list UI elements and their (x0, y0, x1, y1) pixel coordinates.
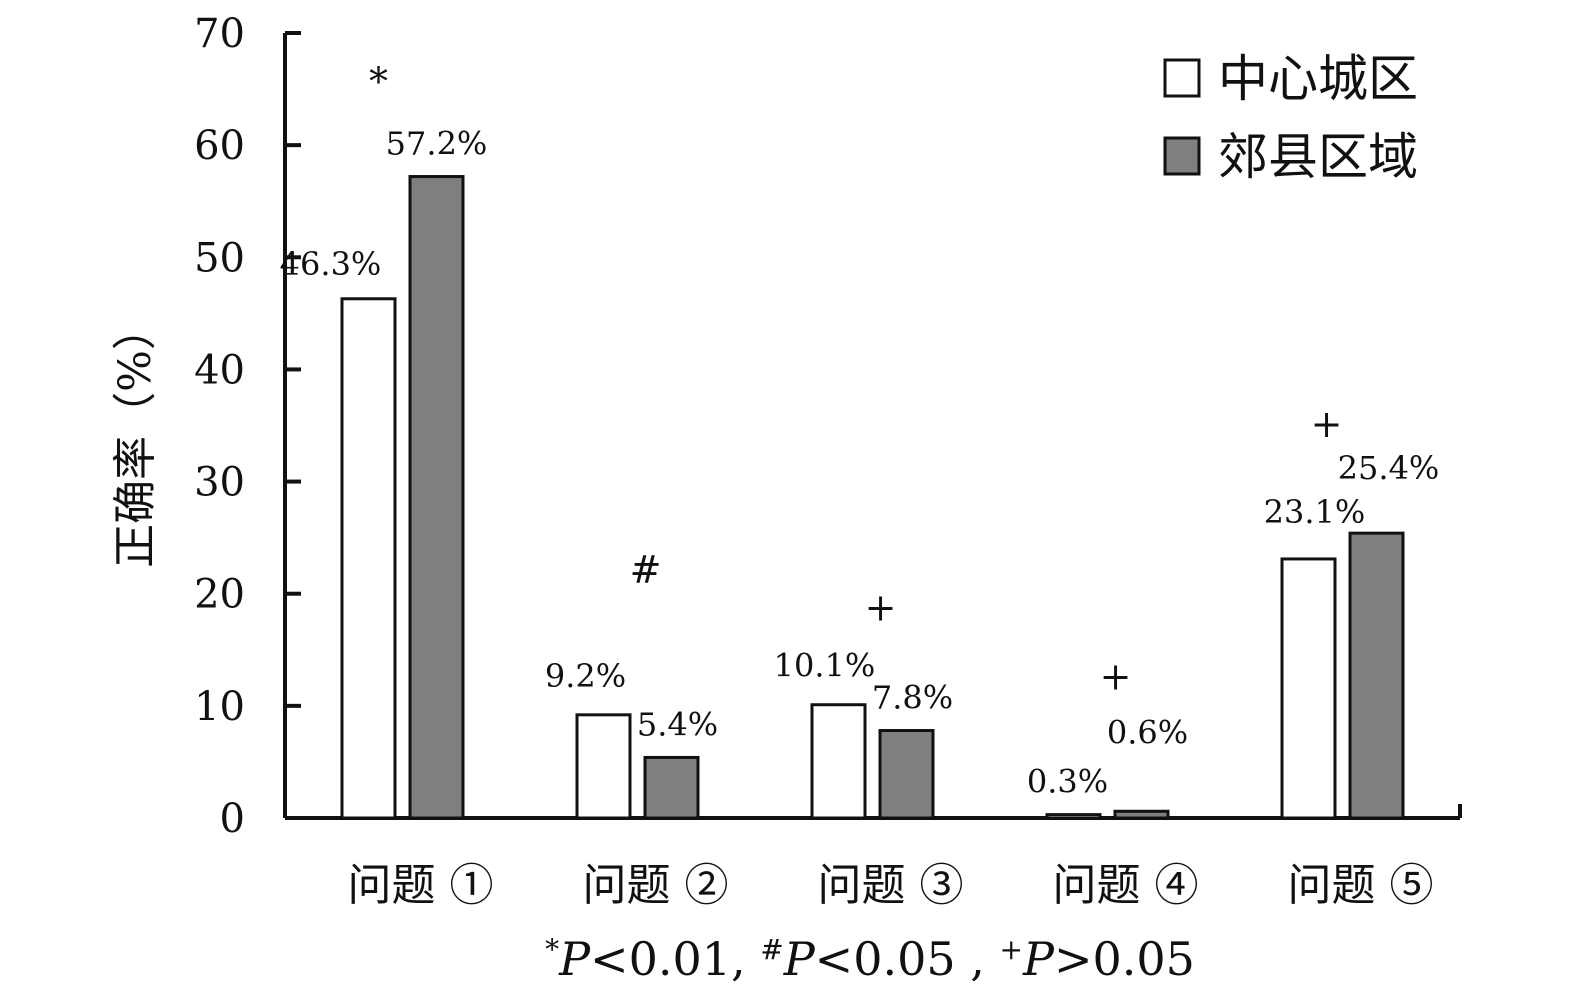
data-label: 23.1% (1264, 493, 1366, 531)
category-labels: 问题 ① 问题 ② 问题 ③ 问题 ④ 问题 ⑤ (348, 860, 1434, 911)
significance-marker: * (369, 60, 388, 104)
y-tick-label: 0 (220, 796, 245, 842)
y-tick-label: 70 (194, 11, 245, 57)
y-ticks: 0 10 20 30 40 50 60 70 (194, 11, 301, 842)
significance-marker: + (1100, 654, 1132, 698)
data-label: 10.1% (774, 647, 876, 685)
legend-label: 中心城区 (1218, 50, 1418, 108)
bar-urban (1280, 557, 1337, 820)
y-tick-label: 10 (194, 684, 245, 730)
footnote: *P<0.01, #P<0.05 , +P>0.05 (545, 932, 1195, 986)
y-axis-label: 正确率（%） (110, 306, 161, 568)
footnote-p-3: P (1022, 932, 1055, 986)
category-label: 问题 ③ (818, 860, 964, 911)
footnote-value-1: <0.01, (590, 932, 760, 986)
significance-marker: + (865, 586, 897, 630)
category-label: 问题 ② (583, 860, 729, 911)
legend-swatch (1163, 136, 1201, 176)
bar-suburban (643, 755, 700, 820)
significance-marker: # (630, 548, 662, 592)
category-label: 问题 ④ (1053, 860, 1199, 911)
significance-marker: + (1311, 402, 1343, 446)
footnote-value-2: <0.05 , (815, 932, 1000, 986)
legend-swatch (1163, 58, 1201, 98)
data-label: 46.3% (280, 245, 382, 283)
footnote-mark-2: # (760, 933, 783, 966)
y-tick-label: 20 (194, 572, 245, 618)
footnote-value-3: >0.05 (1054, 932, 1195, 986)
data-label: 9.2% (545, 657, 626, 695)
bar-urban (575, 713, 632, 820)
y-tick-label: 40 (194, 347, 245, 393)
bar-suburban (1113, 809, 1170, 820)
bar-urban (810, 703, 867, 820)
bar-suburban (1348, 531, 1405, 820)
data-label: 0.6% (1107, 713, 1188, 751)
category-label: 问题 ⑤ (1288, 860, 1434, 911)
bar-suburban (878, 729, 935, 820)
footnote-p-2: P (783, 932, 816, 986)
data-label: 0.3% (1027, 763, 1108, 801)
data-label: 7.8% (872, 679, 953, 717)
y-tick-label: 50 (194, 235, 245, 281)
footnote-p-1: P (558, 932, 591, 986)
bar-urban (340, 297, 397, 820)
y-tick-label: 30 (194, 460, 245, 506)
legend-label: 郊县区域 (1218, 128, 1418, 186)
data-label: 57.2% (386, 125, 488, 163)
bars: 46.3% 57.2% * 9.2% 5.4% #10.1%7.8% +0.3% 0.6% +2… (280, 60, 1440, 820)
bar-urban (1045, 813, 1102, 820)
footnote-mark-1: * (545, 933, 559, 966)
axes (283, 33, 1462, 820)
footnote-mark-3: + (1000, 933, 1023, 966)
y-tick-label: 60 (194, 123, 245, 169)
data-label: 5.4% (637, 705, 718, 743)
data-label: 25.4% (1338, 449, 1440, 487)
category-label: 问题 ① (348, 860, 494, 911)
bar-suburban (408, 175, 465, 820)
